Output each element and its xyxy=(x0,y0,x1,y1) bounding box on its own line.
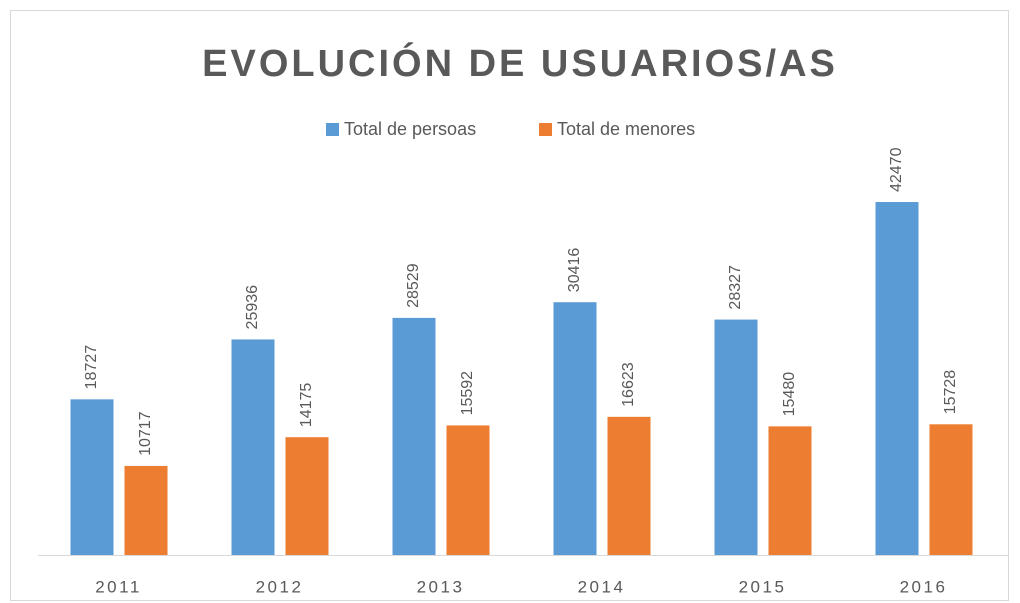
legend-swatch xyxy=(326,123,339,136)
legend-swatch xyxy=(539,123,552,136)
bar xyxy=(553,302,597,555)
bar xyxy=(285,437,329,555)
data-label: 15728 xyxy=(942,370,959,415)
data-label: 15592 xyxy=(459,371,476,416)
bar xyxy=(875,202,919,556)
data-label: 28327 xyxy=(727,265,744,310)
x-tick-label: 2016 xyxy=(900,577,948,596)
bar xyxy=(446,425,490,555)
bar xyxy=(124,465,168,555)
x-tick-label: 2011 xyxy=(95,577,142,596)
x-tick-label: 2015 xyxy=(739,577,787,596)
data-label: 25936 xyxy=(244,285,261,330)
data-label: 10717 xyxy=(137,411,154,456)
legend-label: Total de persoas xyxy=(344,119,476,139)
chart-title: EVOLUCIÓN DE USUARIOS/AS xyxy=(202,41,838,85)
data-label: 30416 xyxy=(566,248,583,293)
x-tick-label: 2014 xyxy=(578,577,626,596)
bar xyxy=(231,339,275,555)
bar xyxy=(607,416,651,555)
legend-label: Total de menores xyxy=(557,119,695,139)
bar xyxy=(392,317,436,555)
bar xyxy=(929,424,973,555)
data-label: 16623 xyxy=(620,362,637,407)
chart-frame xyxy=(10,10,1009,601)
x-tick-label: 2013 xyxy=(417,577,465,596)
data-label: 14175 xyxy=(298,383,315,428)
data-label: 18727 xyxy=(83,345,100,390)
data-label: 28529 xyxy=(405,263,422,308)
bar xyxy=(70,399,114,555)
bar xyxy=(714,319,758,555)
x-tick-label: 2012 xyxy=(256,577,304,596)
data-label: 15480 xyxy=(781,372,798,417)
data-label: 42470 xyxy=(888,147,905,192)
bar xyxy=(768,426,812,555)
